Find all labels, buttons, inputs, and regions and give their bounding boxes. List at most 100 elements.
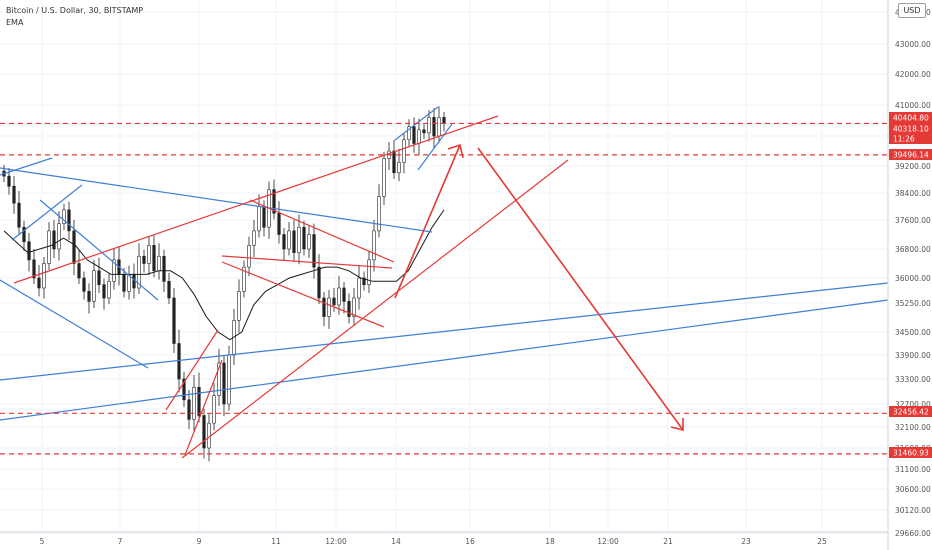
ema-indicator-label[interactable]: EMA — [6, 18, 24, 27]
candle-body — [107, 281, 111, 299]
y-tick-label: 38400.00 — [895, 189, 931, 198]
y-tick-label: 29660.00 — [895, 529, 931, 538]
x-tick-label: 11 — [271, 537, 281, 546]
y-tick-label: 43000.00 — [895, 40, 931, 49]
candle-body — [7, 175, 11, 187]
price-label-bg — [889, 133, 932, 144]
x-tick-label: 12:00 — [325, 537, 347, 546]
candle-body — [167, 281, 171, 299]
y-tick-label: 30120.00 — [895, 506, 931, 515]
candle-body — [347, 301, 351, 317]
x-tick-label: 12:00 — [597, 537, 619, 546]
chart-grid — [0, 0, 888, 534]
candle-body — [392, 150, 396, 174]
ema-series — [3, 209, 445, 341]
price-label-text: 40318.10 — [893, 125, 929, 134]
y-tick-label: 36000.00 — [895, 274, 931, 283]
candle-body — [162, 255, 166, 282]
candle-body — [287, 230, 291, 250]
candle-body — [227, 354, 231, 405]
candle-body — [12, 185, 16, 204]
candle-body — [17, 202, 21, 228]
candle-body — [67, 209, 71, 232]
y-tick-label: 30600.00 — [895, 485, 931, 494]
blue-trendline-long-1 — [0, 282, 889, 381]
red-arrow-up-shaft — [394, 144, 461, 299]
y-tick-label: 32700.00 — [895, 400, 931, 409]
red-arrow-down-shaft — [477, 147, 684, 431]
candle-body — [407, 126, 411, 141]
x-tick-label: 5 — [40, 537, 45, 546]
x-tick-label: 25 — [817, 537, 827, 546]
candle-body — [337, 287, 341, 306]
ema-line — [3, 209, 445, 341]
candle-body — [37, 277, 41, 289]
price-label-text: 40404.80 — [893, 114, 929, 123]
time-axis[interactable]: 5 7 9 11 12:00 14 16 18 12:00 21 23 25 — [0, 531, 888, 546]
candle-body — [312, 234, 316, 268]
price-label-text: 32456.42 — [893, 408, 929, 417]
candle-body — [222, 362, 226, 405]
y-tick-label: 32100.00 — [895, 423, 931, 432]
y-tick-label: 31100.00 — [895, 465, 931, 474]
price-label-text: 11:26 — [893, 135, 915, 144]
y-tick-label: 37600.00 — [895, 216, 931, 225]
candle-body — [332, 297, 336, 306]
candle-body — [402, 139, 406, 163]
candle-body — [42, 263, 46, 289]
y-tick-label: 39200.00 — [895, 162, 931, 171]
candle-body — [357, 277, 361, 299]
x-tick-label: 18 — [545, 537, 555, 546]
candle-body — [262, 206, 266, 228]
candle-body — [302, 226, 306, 250]
x-tick-label: 23 — [741, 537, 751, 546]
candle-body — [257, 206, 261, 232]
x-tick-label: 9 — [197, 537, 202, 546]
x-tick-label: 14 — [391, 537, 401, 546]
candle-body — [197, 387, 201, 416]
candle-body — [62, 209, 66, 224]
candle-body — [82, 277, 86, 292]
candle-body — [142, 255, 146, 264]
candle-body — [217, 362, 221, 396]
candle-body — [77, 263, 81, 279]
candle-body — [297, 226, 301, 253]
blue-trendline-upper — [0, 167, 433, 233]
candle-body — [272, 189, 276, 214]
blue-channel-lower — [0, 279, 149, 369]
price-label-text: 39496.14 — [893, 151, 929, 160]
candle-body — [157, 255, 161, 272]
price-label-bg — [889, 112, 932, 123]
red-small-up-2 — [165, 329, 219, 411]
candle-body — [52, 230, 56, 250]
y-tick-label: 33900.00 — [895, 351, 931, 360]
candle-body — [382, 158, 386, 197]
candle-body — [112, 259, 116, 282]
candle-body — [202, 415, 206, 449]
candle-body — [367, 259, 371, 285]
blue-flag-bottom — [417, 123, 453, 171]
candle-body — [377, 196, 381, 232]
price-label-bg — [889, 123, 932, 134]
candle-body — [97, 270, 101, 285]
red-small-up — [184, 359, 223, 456]
red-wedge-top — [249, 199, 395, 263]
candle-body — [242, 266, 246, 292]
candle-body — [237, 291, 241, 321]
x-tick-label: 7 — [118, 537, 123, 546]
price-axis[interactable]: 29660.0030120.0030600.0031100.0031600.00… — [887, 0, 931, 550]
blue-small-line — [0, 157, 53, 176]
symbol-title[interactable]: Bitcoin / U.S. Dollar, 30, BITSTAMP — [6, 6, 144, 15]
candle-body — [147, 245, 151, 264]
currency-button[interactable]: USD — [898, 3, 926, 18]
candle-body — [422, 129, 426, 134]
candle-body — [177, 343, 181, 380]
candle-body — [442, 117, 446, 124]
red-wedge-upper — [221, 255, 393, 269]
trend-drawings — [0, 106, 889, 459]
candle-body — [327, 297, 331, 317]
candle-body — [87, 291, 91, 302]
candle-body — [27, 241, 31, 261]
